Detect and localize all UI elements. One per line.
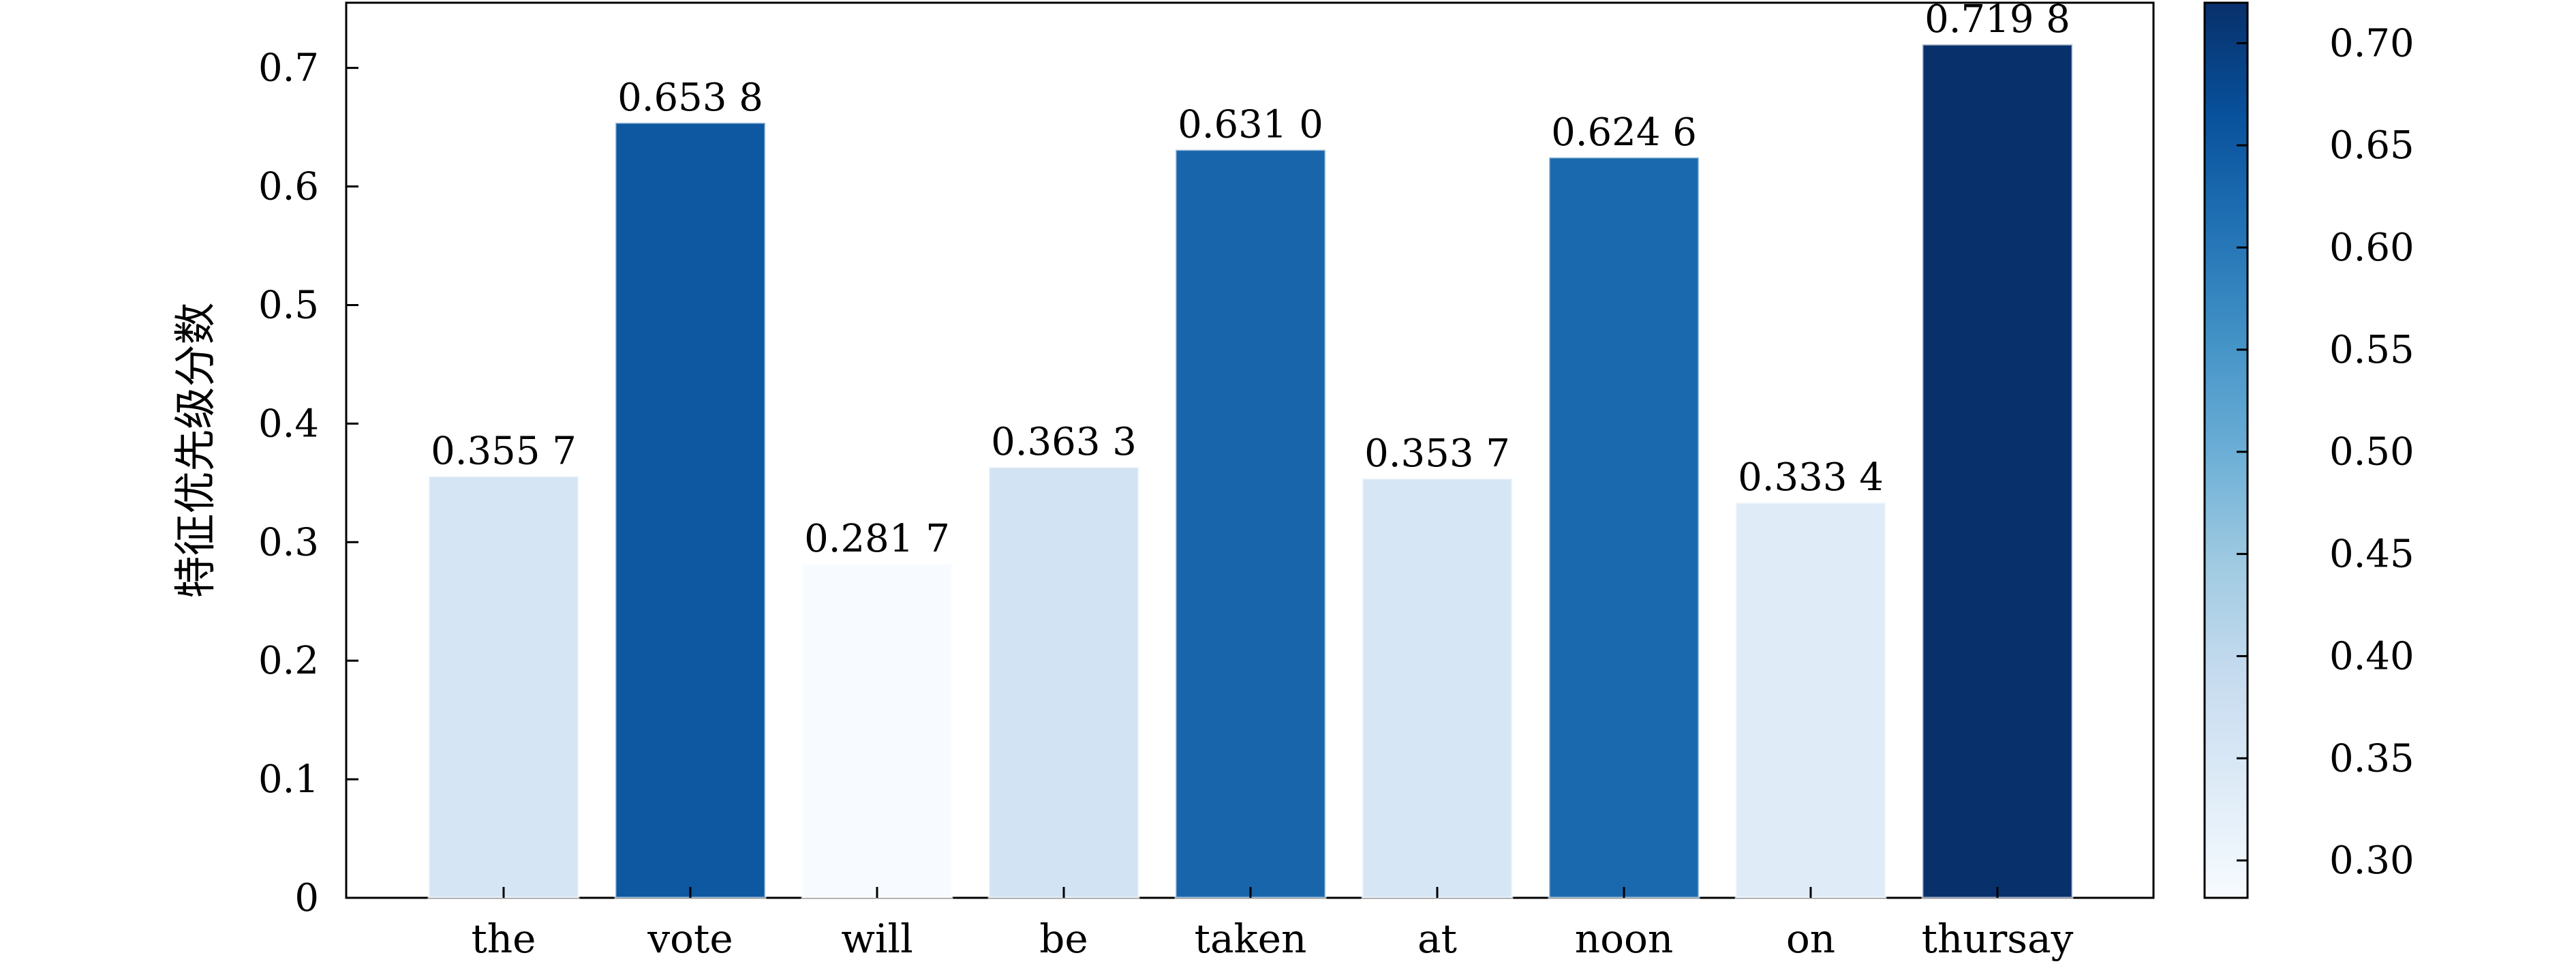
data-label-at: 0.353 7 [1364, 432, 1510, 476]
data-label-vote: 0.653 8 [617, 76, 763, 120]
data-label-thursay: 0.719 8 [1925, 0, 2070, 42]
colorbar-gradient [2203, 1, 2249, 899]
x-tick-label-the: the [472, 916, 536, 962]
bar-at [1361, 477, 1514, 899]
y-tick-label: 0 [294, 876, 319, 920]
x-tick-label-on: on [1786, 916, 1835, 962]
x-tick-label-thursay: thursay [1922, 916, 2074, 962]
data-labels: 0.355 7 0.653 8 0.281 7 0.363 3 0.631 0 0.353… [431, 0, 2070, 561]
y-tick-label: 0.6 [258, 165, 319, 209]
x-tick-label-noon: noon [1575, 916, 1674, 962]
y-tick-label: 0.1 [258, 757, 319, 802]
bar-the [427, 474, 580, 899]
bar-vote [614, 121, 767, 899]
x-tick-label-will: will [841, 916, 913, 962]
colorbar-tick-label: 0.65 [2329, 123, 2414, 168]
x-axis: the vote will be taken at noon on thursay [472, 887, 2074, 962]
data-label-taken: 0.631 0 [1178, 103, 1323, 147]
y-tick-label: 0.5 [258, 283, 319, 327]
bar-be [987, 466, 1140, 899]
y-axis: 0 0.1 0.2 0.3 0.4 0.5 0.6 0.7 [258, 46, 358, 920]
y-tick-label: 0.2 [258, 639, 319, 683]
y-tick-label: 0.4 [258, 402, 319, 446]
colorbar-tick-label: 0.30 [2329, 839, 2414, 883]
colorbar-tick-label: 0.40 [2329, 634, 2414, 678]
bar-noon [1548, 156, 1700, 899]
x-tick-label-be: be [1039, 916, 1088, 962]
y-tick-label: 0.7 [258, 46, 319, 91]
y-tick-label: 0.3 [258, 520, 319, 564]
x-tick-label-taken: taken [1195, 916, 1307, 962]
data-label-noon: 0.624 6 [1551, 110, 1697, 155]
data-label-be: 0.363 3 [991, 420, 1137, 464]
colorbar-tick-label: 0.70 [2329, 21, 2414, 65]
bar-will [801, 562, 953, 899]
colorbar-tick-label: 0.50 [2329, 430, 2414, 474]
data-label-will: 0.281 7 [804, 517, 950, 561]
x-tick-label-vote: vote [647, 916, 733, 962]
bar-taken [1174, 149, 1327, 899]
colorbar-tick-label: 0.55 [2329, 328, 2414, 372]
x-tick-label-at: at [1417, 916, 1457, 962]
data-label-on: 0.333 4 [1738, 455, 1884, 500]
bar-thursay [1921, 43, 2074, 899]
data-label-the: 0.355 7 [431, 429, 577, 473]
colorbar-tick-label: 0.35 [2329, 736, 2414, 781]
colorbar-tick-label: 0.45 [2329, 532, 2414, 577]
colorbar: 0.30 0.35 0.40 0.45 0.50 0.55 0.60 0.65 0.70 [2203, 1, 2414, 899]
colorbar-tick-label: 0.60 [2329, 226, 2414, 270]
bar-on [1734, 501, 1887, 899]
y-axis-label: 特征优先级分数 [170, 302, 220, 598]
